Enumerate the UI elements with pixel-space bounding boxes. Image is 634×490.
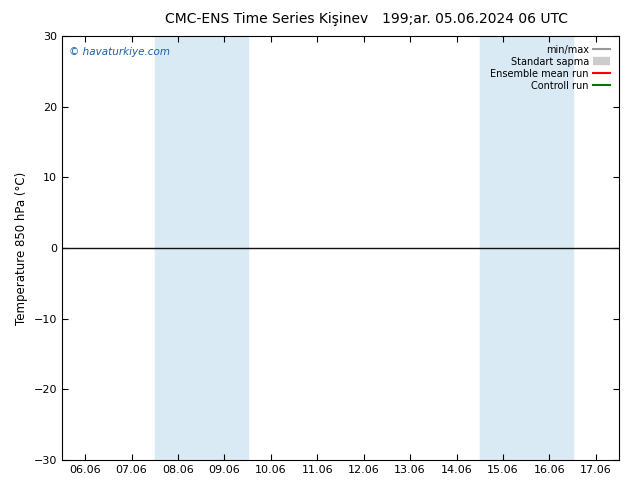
Y-axis label: Temperature 850 hPa (°C): Temperature 850 hPa (°C) <box>15 172 28 325</box>
Text: © havaturkiye.com: © havaturkiye.com <box>68 47 170 57</box>
Bar <box>480 36 573 460</box>
Text: CMC-ENS Time Series Kişinev: CMC-ENS Time Series Kişinev <box>165 12 368 26</box>
Text: 199;ar. 05.06.2024 06 UTC: 199;ar. 05.06.2024 06 UTC <box>382 12 569 26</box>
Legend: min/max, Standart sapma, Ensemble mean run, Controll run: min/max, Standart sapma, Ensemble mean r… <box>486 41 614 95</box>
Bar <box>155 36 248 460</box>
